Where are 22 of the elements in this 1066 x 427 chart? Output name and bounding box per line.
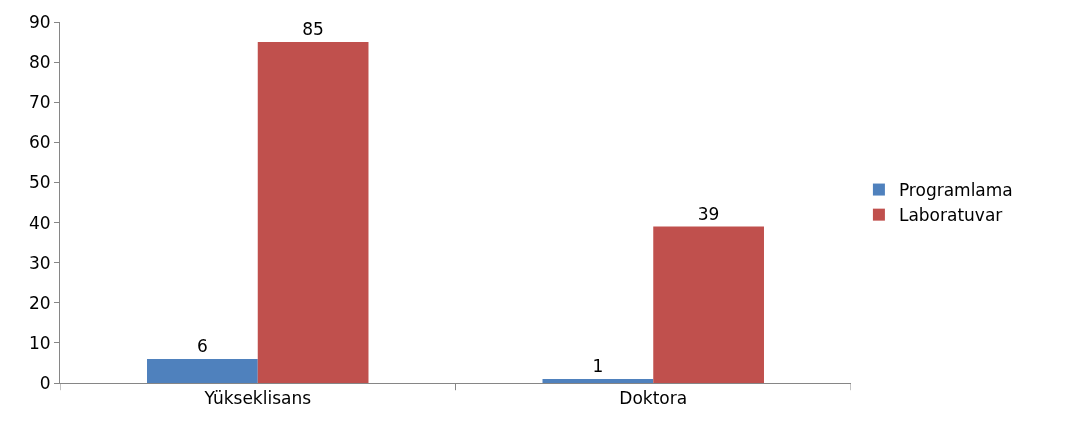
- bar: [147, 358, 258, 383]
- y-tick-label: 60: [28, 132, 51, 153]
- data-label: 85: [302, 19, 324, 40]
- y-tick-label: 90: [28, 11, 51, 32]
- bar: [257, 42, 369, 383]
- legend-label: Laboratuvar: [898, 205, 1003, 226]
- y-tick-label: 80: [28, 52, 51, 73]
- bar: [542, 378, 654, 383]
- data-label: 1: [592, 355, 604, 376]
- legend-label: Programlama: [898, 180, 1013, 201]
- y-tick-label: 0: [39, 372, 51, 393]
- data-label: 39: [697, 203, 720, 224]
- bar: [653, 226, 764, 383]
- x-tick-label: Yükseklisans: [203, 388, 312, 409]
- y-tick-label: 70: [28, 92, 51, 113]
- y-tick-label: 10: [28, 332, 51, 353]
- y-tick-label: 40: [28, 212, 51, 233]
- y-tick-label: 20: [28, 292, 51, 313]
- y-tick-label: 30: [28, 252, 51, 273]
- data-label: 6: [196, 335, 208, 356]
- x-tick-label: Doktora: [619, 388, 688, 409]
- y-tick-label: 50: [28, 172, 51, 193]
